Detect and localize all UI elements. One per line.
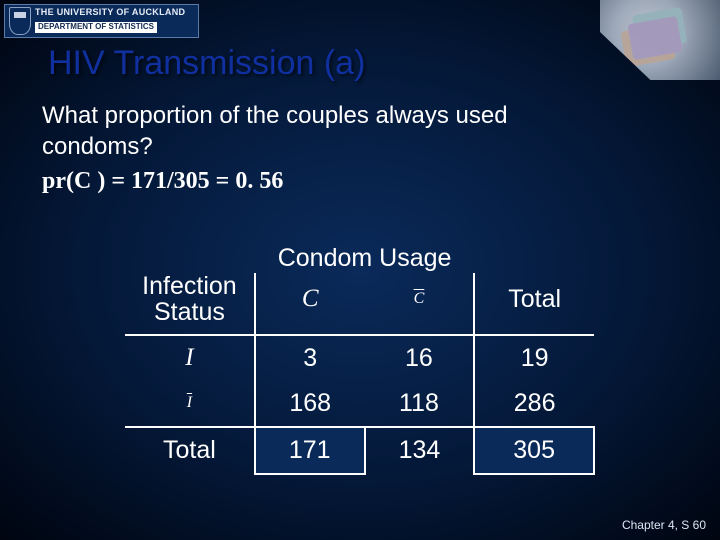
row-i-label: I bbox=[125, 335, 255, 381]
shield-icon bbox=[9, 7, 31, 35]
question-text: What proportion of the couples always us… bbox=[42, 100, 602, 162]
stub-header: Infection Status bbox=[125, 273, 255, 335]
col-c: C bbox=[255, 273, 365, 335]
banner-line1: THE UNIVERSITY OF AUCKLAND bbox=[35, 8, 185, 17]
body-text: What proportion of the couples always us… bbox=[42, 100, 602, 198]
col-total: Total bbox=[474, 273, 594, 335]
slide-title: HIV Transmission (a) bbox=[48, 44, 365, 83]
row-total-label: Total bbox=[125, 427, 255, 474]
cell-rttot: 305 bbox=[474, 427, 594, 474]
university-banner: THE UNIVERSITY OF AUCKLAND DEPARTMENT OF… bbox=[4, 4, 199, 38]
banner-line2: DEPARTMENT OF STATISTICS bbox=[35, 22, 157, 32]
cell-r1tot: 19 bbox=[474, 335, 594, 381]
cell-r1c2: 16 bbox=[365, 335, 475, 381]
cell-r1c1: 3 bbox=[255, 335, 365, 381]
contingency-table: Condom Usage Infection Status C C Total … bbox=[125, 236, 595, 475]
row-not-i-label: I bbox=[125, 381, 255, 427]
footer-text: Chapter 4, S 60 bbox=[622, 518, 706, 532]
cell-r2c2: 118 bbox=[365, 381, 475, 427]
cell-r2tot: 286 bbox=[474, 381, 594, 427]
formula-text: pr(C ) = 171/305 = 0. 56 bbox=[42, 166, 602, 197]
group-header: Condom Usage bbox=[255, 236, 474, 273]
cell-rtc2: 134 bbox=[365, 427, 475, 474]
col-not-c: C bbox=[365, 273, 475, 335]
cell-rtc1: 171 bbox=[255, 427, 365, 474]
cell-r2c1: 168 bbox=[255, 381, 365, 427]
banner-text: THE UNIVERSITY OF AUCKLAND DEPARTMENT OF… bbox=[35, 8, 185, 34]
corner-decorative-image bbox=[600, 0, 720, 80]
